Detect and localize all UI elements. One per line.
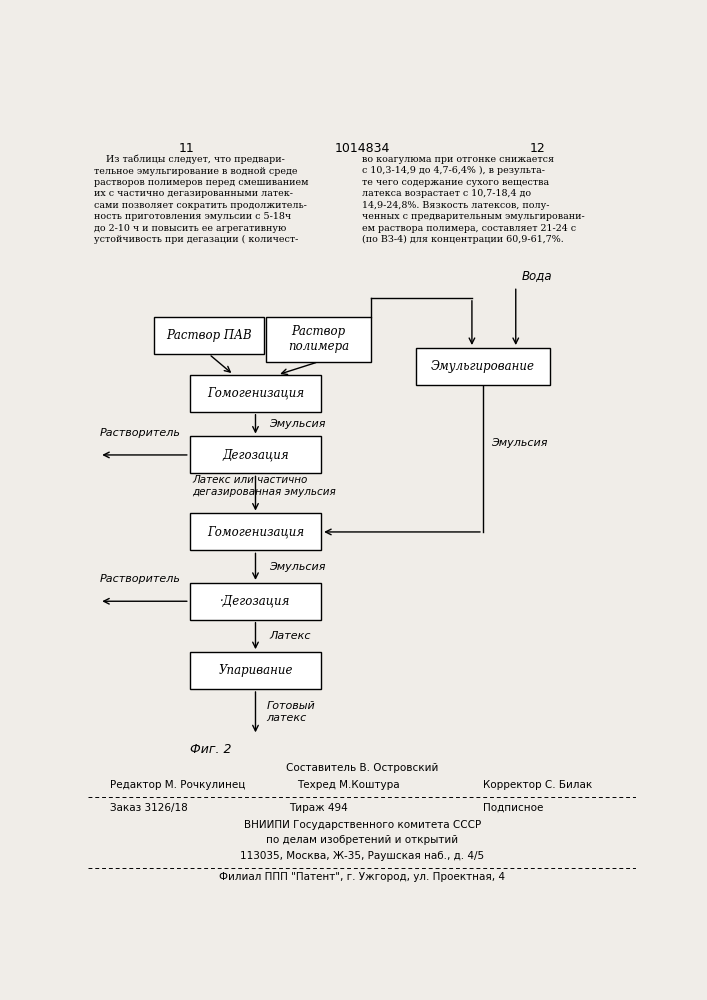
Text: ·Дегозация: ·Дегозация [221,595,291,608]
Text: Растворитель: Растворитель [99,428,180,438]
Text: Эмульсия: Эмульсия [269,419,326,429]
Bar [189,375,321,412]
Bar [189,652,321,689]
Bar [189,583,321,620]
Text: Растворитель: Растворитель [99,574,180,584]
Text: Латекс: Латекс [269,631,310,641]
Text: Эмульсия: Эмульсия [269,562,326,572]
Bar [189,513,321,550]
Text: Латекс или частично
дегазированная эмульсия: Латекс или частично дегазированная эмуль… [192,475,337,497]
Text: 12: 12 [530,142,546,155]
Text: Тираж 494: Тираж 494 [289,803,348,813]
Text: Гомогенизация: Гомогенизация [207,525,304,538]
Text: Вода: Вода [521,269,552,282]
Text: Дегозация: Дегозация [222,448,288,461]
Text: Упаривание: Упаривание [218,664,293,677]
Text: Филиал ППП "Патент", г. Ужгород, ул. Проектная, 4: Филиал ППП "Патент", г. Ужгород, ул. Про… [219,872,506,882]
Bar [416,348,550,385]
Text: 1014834: 1014834 [334,142,390,155]
Bar [267,317,370,362]
Text: Техред М.Коштура: Техред М.Коштура [297,780,399,790]
Text: Гомогенизация: Гомогенизация [207,387,304,400]
Text: 113035, Москва, Ж-35, Раушская наб., д. 4/5: 113035, Москва, Ж-35, Раушская наб., д. … [240,851,484,861]
Text: Готовый
латекс: Готовый латекс [267,701,315,723]
Text: Редактор М. Рочкулинец: Редактор М. Рочкулинец [110,780,245,790]
Text: во коагулюма при отгонке снижается
с 10,3-14,9 до 4,7-6,4% ), в результа-
те чег: во коагулюма при отгонке снижается с 10,… [363,155,585,244]
Text: Эмульгирование: Эмульгирование [431,360,535,373]
Text: Составитель В. Островский: Составитель В. Островский [286,763,438,773]
Text: Корректор С. Билак: Корректор С. Билак [483,780,592,790]
Text: Раствор
полимера: Раствор полимера [288,325,349,353]
Text: Заказ 3126/18: Заказ 3126/18 [110,803,188,813]
Text: 11: 11 [179,142,195,155]
Bar [189,436,321,473]
Text: Фиг. 2: Фиг. 2 [189,743,231,756]
Text: Из таблицы следует, что предвари-
тельное эмульгирование в водной среде
растворо: Из таблицы следует, что предвари- тельно… [94,155,308,244]
Text: Эмульсия: Эмульсия [491,438,548,448]
Text: Подписное: Подписное [483,803,543,813]
Text: ВНИИПИ Государственного комитета СССР: ВНИИПИ Государственного комитета СССР [244,820,481,830]
Text: по делам изобретений и открытий: по делам изобретений и открытий [267,835,458,845]
Text: Раствор ПАВ: Раствор ПАВ [166,329,252,342]
Bar [154,317,264,354]
